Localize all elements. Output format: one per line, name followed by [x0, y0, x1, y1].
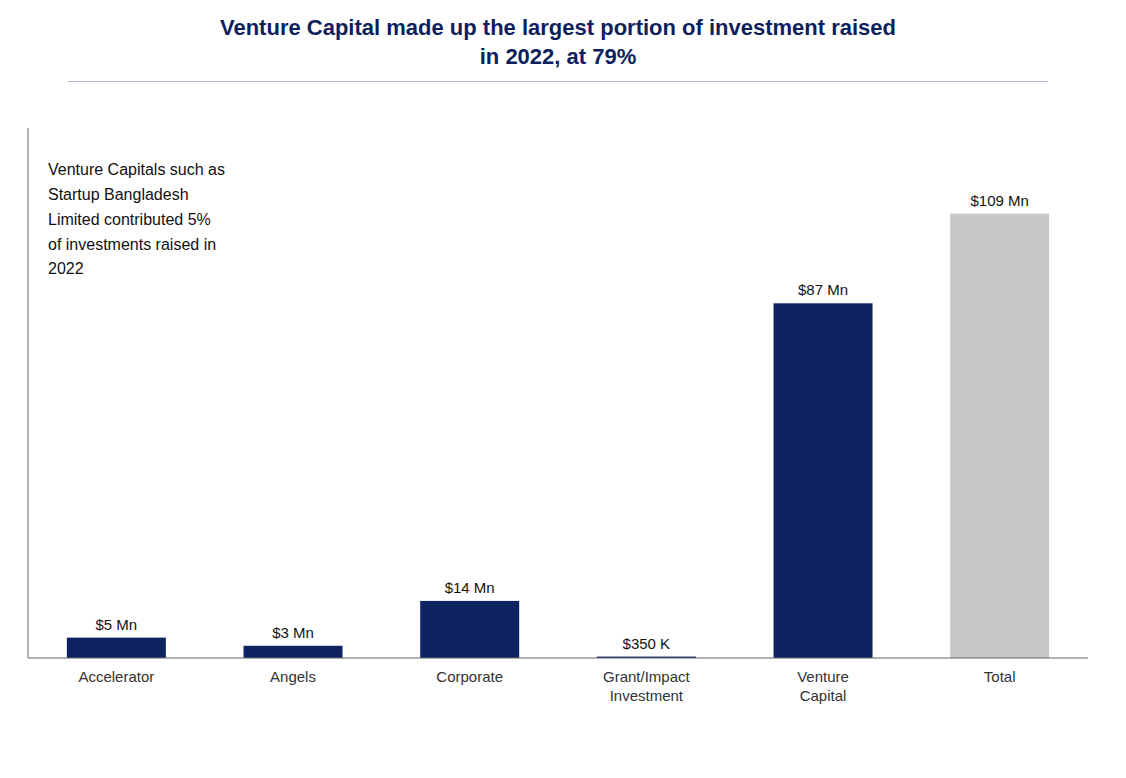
- html-text:Venture Capitals such as: Venture Capitals such as: [48, 161, 225, 179]
- html-text:Limited contributed 5%: Limited contributed 5%: [48, 210, 211, 228]
- html-text:2022: 2022: [48, 260, 84, 278]
- html-text:of investments raised in: of investments raised in: [48, 235, 217, 253]
- svg-text:$109 Mn: $109 Mn: [971, 192, 1029, 209]
- svg-text:$350 K: $350 K: [623, 635, 671, 652]
- html-text:in 2022, at 79%: in 2022, at 79%: [479, 43, 637, 69]
- html-text:Startup Bangladesh: Startup Bangladesh: [48, 186, 189, 203]
- svg-text:Angels: Angels: [270, 668, 316, 685]
- svg-text:$5 Mn: $5 Mn: [96, 616, 138, 633]
- svg-text:Corporate: Corporate: [436, 668, 503, 685]
- svg-text:$14 Mn: $14 Mn: [445, 579, 495, 596]
- svg-text:Accelerator: Accelerator: [78, 668, 154, 685]
- svg-text:Grant/ImpactInvestment: Grant/ImpactInvestment: [603, 668, 691, 704]
- svg-text:$87 Mn: $87 Mn: [798, 281, 848, 298]
- html-text:Venture Capital made up the la: Venture Capital made up the largest port…: [220, 15, 896, 40]
- svg-text:$3 Mn: $3 Mn: [272, 624, 314, 641]
- svg-text:VentureCapital: VentureCapital: [797, 668, 849, 704]
- svg-text:Total: Total: [984, 668, 1016, 685]
